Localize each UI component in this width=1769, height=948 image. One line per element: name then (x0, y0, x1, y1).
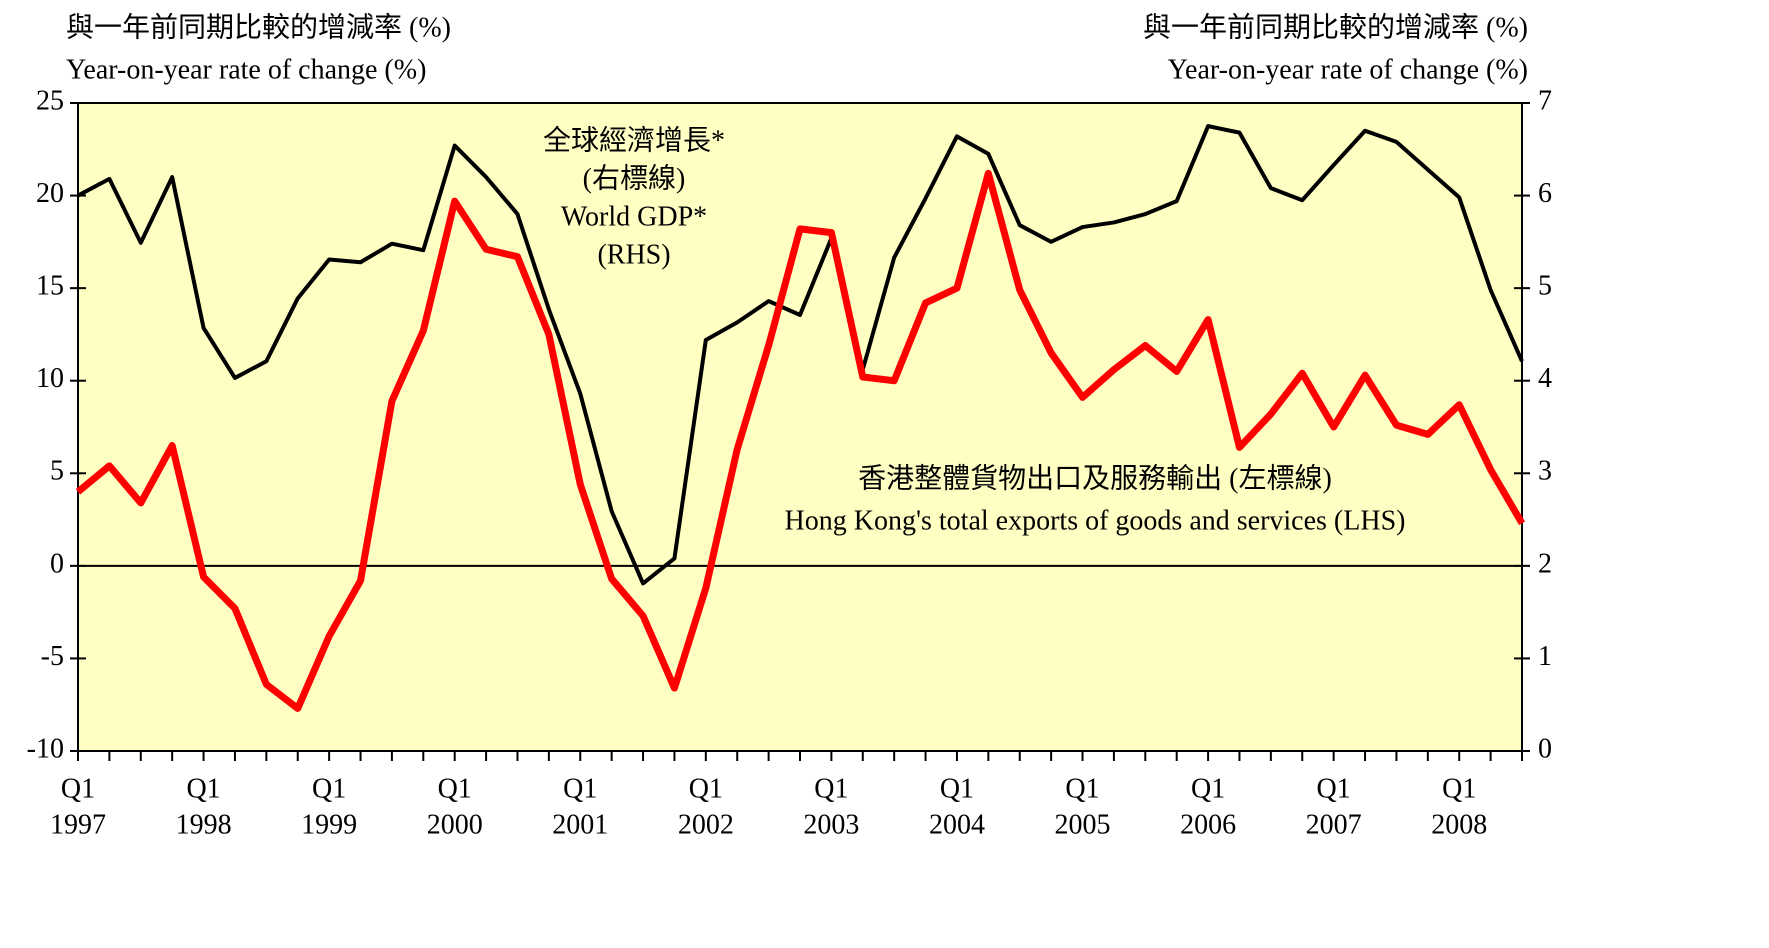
series-line (77, 124, 1524, 586)
x-tick-year: 1999 (301, 809, 357, 840)
y2-tick-label: 2 (1538, 548, 1552, 579)
y2-tick-label: 3 (1538, 456, 1552, 487)
x-tick-label: Q1 (689, 773, 723, 804)
annotation: 全球經濟增長* (543, 124, 725, 156)
y2-tick-label: 4 (1538, 363, 1552, 394)
x-tick-year: 2002 (678, 809, 734, 840)
annotation: World GDP* (561, 201, 707, 232)
x-tick-year: 2000 (427, 809, 483, 840)
x-tick-year: 1997 (50, 809, 106, 840)
annotation: 香港整體貨物出口及服務輸出 (左標線) (858, 462, 1332, 494)
y-tick-label: -10 (27, 733, 64, 764)
y-axis-title: 與一年前同期比較的增減率 (%) (66, 11, 451, 43)
y-tick-label: 15 (36, 271, 64, 302)
x-tick-label: Q1 (814, 773, 848, 804)
y-axis-title: Year-on-year rate of change (%) (66, 54, 426, 85)
x-tick-year: 2007 (1306, 809, 1362, 840)
x-tick-label: Q1 (438, 773, 472, 804)
x-tick-year: 1998 (176, 809, 232, 840)
y-tick-label: -5 (41, 641, 64, 672)
y2-tick-label: 1 (1538, 641, 1552, 672)
x-tick-year: 2003 (803, 809, 859, 840)
annotation: Hong Kong's total exports of goods and s… (785, 505, 1406, 536)
series-line (75, 169, 1526, 712)
x-tick-label: Q1 (61, 773, 95, 804)
annotation: (RHS) (597, 239, 670, 270)
x-tick-label: Q1 (186, 773, 220, 804)
x-tick-year: 2001 (552, 809, 608, 840)
x-tick-label: Q1 (1065, 773, 1099, 804)
y-tick-label: 20 (36, 178, 64, 209)
x-tick-label: Q1 (563, 773, 597, 804)
y2-tick-label: 7 (1538, 85, 1552, 116)
plot-background (77, 102, 1523, 752)
x-tick-label: Q1 (940, 773, 974, 804)
x-tick-label: Q1 (1191, 773, 1225, 804)
y2-axis-title: Year-on-year rate of change (%) (1168, 54, 1528, 85)
y2-tick-label: 0 (1538, 733, 1552, 764)
x-tick-year: 2005 (1055, 809, 1111, 840)
y-tick-label: 25 (36, 85, 64, 116)
x-tick-year: 2004 (929, 809, 985, 840)
y-tick-label: 5 (50, 456, 64, 487)
x-tick-label: Q1 (312, 773, 346, 804)
x-tick-label: Q1 (1317, 773, 1351, 804)
x-tick-label: Q1 (1442, 773, 1476, 804)
y2-tick-label: 5 (1538, 271, 1552, 302)
x-tick-year: 2006 (1180, 809, 1236, 840)
y-tick-label: 10 (36, 363, 64, 394)
y2-tick-label: 6 (1538, 178, 1552, 209)
x-tick-year: 2008 (1431, 809, 1487, 840)
annotation: (右標線) (583, 162, 686, 194)
y-tick-label: 0 (50, 548, 64, 579)
y2-axis-title: 與一年前同期比較的增減率 (%) (1143, 11, 1528, 43)
